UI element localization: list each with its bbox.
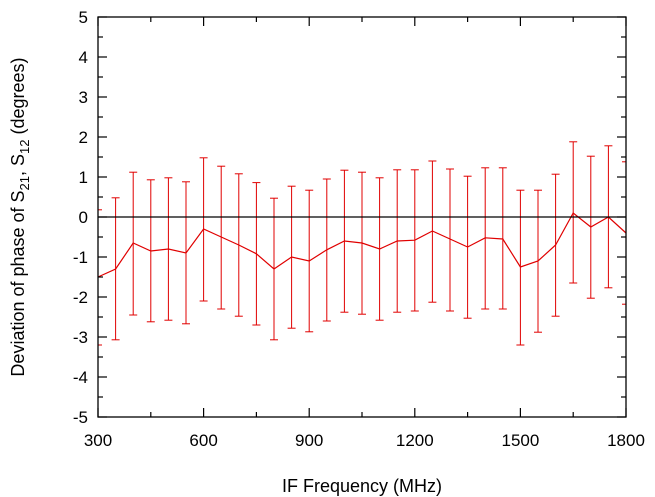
y-tick-label: 0 <box>79 208 88 227</box>
x-axis-label: IF Frequency (MHz) <box>282 476 442 496</box>
x-tick-label: 300 <box>84 431 112 450</box>
y-tick-label: 4 <box>79 48 88 67</box>
series-layer <box>97 141 627 346</box>
x-tick-label: 1500 <box>501 431 539 450</box>
tick-layer: -5 -4 -3 -2 -1 0 1 2 3 4 5 300 600 900 1200 1500 1800 <box>73 8 645 450</box>
y-axis-label: Deviation of phase of S21, S12 (degrees) <box>8 57 32 376</box>
y-axis-label-suffix: (degrees) <box>8 57 28 139</box>
x-tick-label: 1800 <box>607 431 645 450</box>
y-axis-label-prefix: Deviation of phase of S <box>8 190 28 376</box>
y-axis-label-mid: , S <box>8 154 28 176</box>
x-tick-label: 1200 <box>396 431 434 450</box>
series-line <box>97 212 627 278</box>
y-tick-label: 5 <box>79 8 88 27</box>
y-axis-label-sub2: 12 <box>17 139 32 153</box>
y-tick-label: -1 <box>73 248 88 267</box>
y-tick-label: -3 <box>73 328 88 347</box>
y-tick-label: -4 <box>73 368 88 387</box>
y-axis-label-sub1: 21 <box>17 176 32 190</box>
y-tick-label: 3 <box>79 88 88 107</box>
y-tick-label: 1 <box>79 168 88 187</box>
y-tick-label: 2 <box>79 128 88 147</box>
x-tick-label: 600 <box>189 431 217 450</box>
y-tick-label: -2 <box>73 288 88 307</box>
x-tick-label: 900 <box>295 431 323 450</box>
y-tick-label: -5 <box>73 408 88 427</box>
